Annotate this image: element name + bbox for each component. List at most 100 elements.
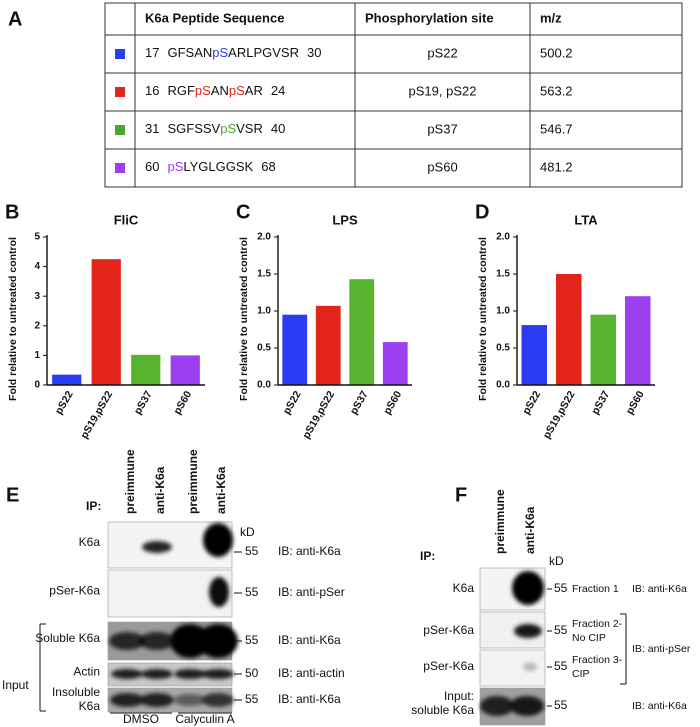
mz-value: 563.2 [540, 83, 573, 98]
marker-kd: 55 [245, 585, 259, 599]
table-header: m/z [540, 10, 562, 25]
end-residue: 68 [261, 159, 275, 174]
row-label: Input: [444, 689, 474, 703]
y-axis-label: Fold relative to untreated control [477, 237, 489, 401]
blot-band [109, 632, 145, 650]
residues: LYGLGGSK [183, 159, 253, 174]
lane-label: anti-K6a [214, 466, 228, 514]
marker-kd: 55 [554, 659, 568, 673]
phospho-residue: pS [212, 45, 228, 60]
fraction-label: No CIP [572, 632, 606, 644]
x-tick-label: pS37 [348, 389, 371, 417]
color-swatch [115, 87, 125, 97]
blot-band [203, 523, 233, 557]
fraction-label: CIP [572, 668, 590, 680]
fraction-label: Fraction 2- [572, 618, 623, 630]
chart-title: FliC [114, 212, 139, 227]
residues: AN [211, 83, 229, 98]
fraction-label: Fraction 1 [572, 583, 619, 595]
residues: GFSAN [167, 45, 212, 60]
phospho-residue: pS [167, 159, 183, 174]
x-tick-label: pS19,pS22 [541, 389, 578, 441]
residues: SGFSSV [167, 121, 220, 136]
row-label: K6a [79, 699, 101, 713]
lane-label: preimmune [123, 449, 137, 514]
treatment-label: Calyculin A [175, 712, 234, 726]
row-label: pSer-K6a [423, 623, 474, 637]
peptide-sequence: 16 RGFpSANpSAR 24 [145, 83, 285, 98]
bar [170, 355, 200, 385]
marker-kd: 50 [245, 666, 259, 680]
panel-letter: A [8, 8, 22, 30]
lane-label: anti-K6a [523, 506, 537, 554]
color-swatch [115, 125, 125, 135]
row-label: Soluble K6a [35, 631, 100, 645]
start-residue: 31 [145, 121, 159, 136]
panel-letter: B [5, 201, 19, 223]
mz-value: 481.2 [540, 159, 573, 174]
phospho-site: pS22 [427, 45, 457, 60]
y-tick-label: 5 [34, 232, 40, 243]
residues: VSR [236, 121, 263, 136]
y-tick-label: 2.0 [496, 232, 510, 243]
phospho-site: pS37 [427, 121, 457, 136]
table-frame [104, 2, 683, 188]
bar [624, 296, 651, 385]
x-tick-label: pS60 [171, 389, 194, 417]
phospho-site: pS19, pS22 [409, 83, 477, 98]
y-tick-label: 1.5 [496, 269, 510, 280]
ib-label: IB: anti-actin [278, 666, 345, 680]
y-tick-label: 2.0 [257, 232, 271, 243]
phospho-residue: pS [229, 83, 245, 98]
blot-band [202, 669, 234, 679]
x-tick-label: pS19,pS22 [78, 389, 115, 441]
y-tick-label: 1 [34, 350, 40, 361]
y-tick-label: 0.5 [257, 343, 271, 354]
x-tick-label: pS22 [53, 389, 76, 417]
y-tick-label: 3 [34, 291, 40, 302]
blot-band [142, 541, 172, 553]
panel-letter: D [475, 201, 489, 223]
x-tick-label: pS60 [624, 389, 647, 417]
color-swatch [115, 163, 125, 173]
bar [382, 342, 408, 385]
x-tick-label: pS37 [589, 389, 612, 417]
ib-label: IB: anti-pSer [278, 585, 345, 599]
treatment-label: DMSO [123, 712, 159, 726]
panel-letter: E [6, 484, 19, 506]
y-tick-label: 1.5 [257, 269, 271, 280]
ib-label: IB: anti-K6a [278, 633, 341, 647]
y-tick-label: 0.5 [496, 343, 510, 354]
mz-value: 500.2 [540, 45, 573, 60]
bar [131, 354, 161, 385]
blot-band [510, 696, 544, 716]
y-axis-label: Fold relative to untreated control [238, 237, 250, 401]
y-tick-label: 0.0 [257, 380, 271, 391]
start-residue: 17 [145, 45, 159, 60]
lane-label: anti-K6a [153, 466, 167, 514]
blot-band [140, 693, 174, 707]
blot-band [139, 632, 175, 650]
blot-band [110, 693, 144, 707]
end-residue: 30 [307, 45, 321, 60]
peptide-sequence: 31 SGFSSVpSVSR 40 [145, 121, 285, 136]
panel-letter: C [236, 201, 250, 223]
table-header: Phosphorylation site [365, 10, 494, 25]
y-tick-label: 1.0 [496, 306, 510, 317]
row-label: K6a [453, 581, 475, 595]
panel-letter: F [455, 484, 467, 506]
color-swatch [115, 49, 125, 59]
x-tick-label: pS19,pS22 [300, 389, 337, 441]
marker-kd: 55 [554, 581, 568, 595]
residues: ARLPGVSR [228, 45, 299, 60]
y-tick-label: 4 [34, 261, 40, 272]
ib-label: IB: anti-K6a [632, 583, 687, 595]
marker-kd: 55 [554, 623, 568, 637]
y-tick-label: 2 [34, 320, 40, 331]
ib-label: IB: anti-K6a [278, 692, 341, 706]
blot-band [480, 696, 514, 716]
bar [521, 325, 548, 385]
chart-title: LTA [574, 212, 598, 227]
row-label: Insoluble [52, 685, 100, 699]
